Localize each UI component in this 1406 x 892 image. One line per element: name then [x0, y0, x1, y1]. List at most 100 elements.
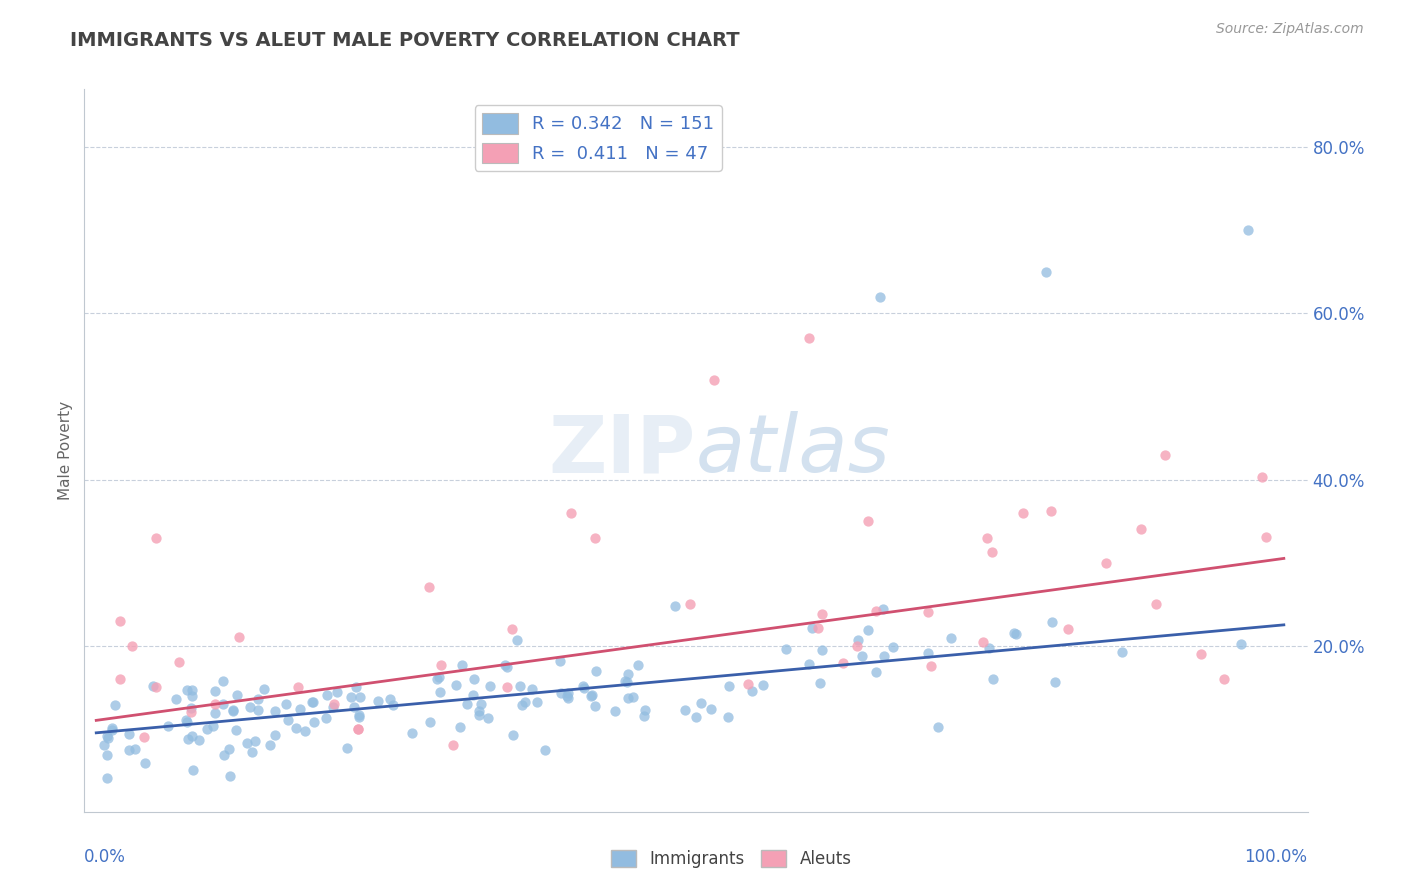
Point: [811, 642, 834, 657]
Point: [315, 711, 337, 725]
Point: [797, 331, 820, 345]
Point: [450, 657, 472, 672]
Point: [347, 709, 370, 723]
Point: [463, 672, 485, 686]
Point: [981, 673, 1004, 687]
Point: [718, 679, 741, 693]
Point: [343, 699, 366, 714]
Point: [555, 689, 578, 703]
Text: 0.0%: 0.0%: [84, 848, 127, 866]
Point: [717, 710, 740, 724]
Point: [506, 633, 529, 648]
Point: [326, 685, 349, 699]
Point: [664, 599, 686, 614]
Point: [346, 722, 368, 736]
Point: [522, 681, 544, 696]
Point: [1213, 672, 1236, 686]
Y-axis label: Male Poverty: Male Poverty: [58, 401, 73, 500]
Point: [470, 697, 492, 711]
Point: [277, 713, 299, 727]
Point: [1256, 530, 1278, 544]
Point: [236, 735, 259, 749]
Point: [134, 756, 156, 771]
Point: [418, 581, 440, 595]
Point: [382, 698, 405, 713]
Point: [121, 639, 143, 653]
Point: [449, 720, 471, 734]
Point: [287, 680, 309, 694]
Point: [301, 695, 323, 709]
Point: [274, 697, 297, 711]
Point: [97, 731, 120, 745]
Point: [346, 680, 368, 694]
Point: [239, 700, 262, 714]
Point: [124, 742, 146, 756]
Point: [169, 655, 191, 669]
Point: [301, 695, 323, 709]
Point: [502, 728, 524, 742]
Point: [1111, 645, 1133, 659]
Point: [1094, 556, 1116, 570]
Point: [1237, 223, 1260, 237]
Point: [225, 723, 247, 738]
Point: [322, 697, 344, 711]
Point: [468, 705, 491, 719]
Point: [560, 506, 582, 520]
Point: [429, 685, 451, 699]
Legend: R = 0.342   N = 151, R =  0.411   N = 47: R = 0.342 N = 151, R = 0.411 N = 47: [475, 105, 721, 170]
Legend: Immigrants, Aleuts: Immigrants, Aleuts: [605, 843, 858, 875]
Point: [980, 545, 1002, 559]
Point: [882, 640, 904, 655]
Point: [104, 698, 127, 713]
Point: [156, 718, 179, 732]
Point: [226, 688, 249, 702]
Point: [976, 531, 998, 545]
Point: [93, 738, 115, 752]
Point: [202, 719, 225, 733]
Point: [401, 726, 423, 740]
Point: [979, 640, 1001, 655]
Point: [800, 622, 823, 636]
Point: [304, 714, 326, 729]
Point: [685, 709, 707, 723]
Point: [509, 679, 531, 693]
Point: [513, 694, 536, 708]
Point: [633, 709, 655, 723]
Point: [1035, 265, 1057, 279]
Text: ZIP: ZIP: [548, 411, 696, 490]
Point: [240, 745, 263, 759]
Point: [180, 705, 202, 719]
Point: [477, 711, 499, 725]
Point: [1144, 597, 1167, 611]
Point: [429, 670, 451, 684]
Point: [846, 632, 869, 647]
Point: [1130, 522, 1153, 536]
Point: [253, 682, 276, 697]
Point: [846, 639, 869, 653]
Point: [581, 690, 603, 704]
Point: [679, 597, 702, 611]
Point: [264, 704, 287, 718]
Point: [294, 723, 316, 738]
Point: [851, 649, 873, 664]
Point: [468, 707, 491, 722]
Text: 100.0%: 100.0%: [1244, 848, 1308, 866]
Point: [703, 373, 725, 387]
Point: [181, 763, 204, 777]
Point: [557, 691, 579, 706]
Point: [212, 697, 235, 711]
Point: [1011, 506, 1033, 520]
Point: [1039, 504, 1062, 518]
Point: [145, 531, 167, 545]
Point: [1040, 615, 1063, 629]
Point: [228, 630, 250, 644]
Point: [856, 514, 879, 528]
Point: [917, 646, 939, 660]
Point: [616, 691, 638, 706]
Point: [920, 659, 942, 673]
Point: [219, 769, 242, 783]
Point: [856, 623, 879, 637]
Point: [461, 688, 484, 702]
Point: [581, 688, 603, 702]
Point: [927, 720, 949, 734]
